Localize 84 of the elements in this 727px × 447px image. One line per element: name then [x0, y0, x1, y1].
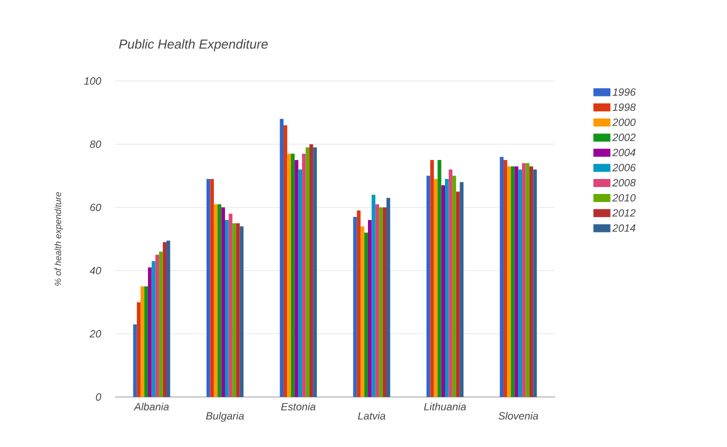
- bar: [452, 176, 456, 397]
- y-tick-label: 80: [90, 140, 102, 148]
- bar: [360, 226, 364, 397]
- legend-label: 1998: [612, 103, 636, 111]
- legend-label: 2004: [612, 148, 636, 156]
- bar: [313, 147, 317, 397]
- bar: [306, 147, 310, 397]
- x-tick-label: Latvia: [358, 412, 386, 420]
- bar: [507, 166, 511, 397]
- bar: [148, 267, 152, 397]
- bar: [206, 178, 210, 397]
- bar: [210, 178, 214, 397]
- bar: [448, 169, 452, 397]
- y-tick-label: 0: [96, 393, 102, 401]
- bar: [159, 252, 163, 397]
- y-tick-label: 60: [90, 204, 102, 212]
- bar: [500, 156, 504, 397]
- chart-title: Public Health Expenditure: [119, 39, 268, 52]
- bar: [294, 160, 298, 397]
- bar: [386, 198, 390, 397]
- legend-label: 2000: [612, 118, 636, 126]
- bar: [426, 176, 430, 397]
- bar: [298, 169, 302, 397]
- legend-label: 2010: [612, 194, 636, 202]
- bar: [284, 125, 288, 397]
- bar: [287, 154, 291, 397]
- bar: [364, 232, 368, 397]
- legend-label: 2006: [612, 164, 636, 172]
- bar: [356, 210, 361, 397]
- bar: [133, 324, 137, 397]
- bar: [228, 214, 232, 397]
- bar: [353, 216, 357, 397]
- x-tick-label: Lithuania: [424, 402, 466, 410]
- bar: [155, 254, 160, 397]
- bar: [526, 163, 530, 397]
- bar: [372, 194, 376, 397]
- bar: [309, 144, 314, 397]
- bar: [136, 302, 141, 397]
- bar: [430, 160, 434, 397]
- bar: [375, 204, 380, 397]
- bar: [214, 204, 218, 397]
- bar: [280, 118, 284, 397]
- bar: [382, 207, 386, 397]
- bar: [434, 178, 438, 397]
- bar: [438, 160, 442, 397]
- legend-label: 2002: [612, 134, 636, 142]
- legend-label: 2012: [612, 209, 636, 217]
- bar: [518, 169, 522, 397]
- bar: [533, 169, 537, 397]
- bar: [218, 204, 222, 397]
- bar: [456, 192, 460, 397]
- bar: [166, 240, 170, 397]
- legend-label: 2014: [612, 224, 636, 232]
- bar: [152, 261, 156, 397]
- bar: [302, 154, 306, 397]
- bar: [529, 166, 534, 397]
- bar: [221, 207, 226, 397]
- y-tick-label: 100: [84, 77, 102, 85]
- x-tick-label: Slovenia: [498, 412, 538, 420]
- bar: [514, 166, 518, 397]
- bar: [368, 220, 372, 397]
- bar: [162, 242, 166, 397]
- bar: [240, 226, 244, 397]
- x-tick-label: Estonia: [281, 402, 316, 410]
- y-axis-title: % of health expenditure: [54, 192, 63, 286]
- bar: [504, 160, 508, 397]
- bar: [225, 220, 229, 397]
- bar: [140, 286, 144, 397]
- bar: [510, 166, 515, 397]
- bar: [290, 154, 295, 397]
- bar: [379, 207, 383, 397]
- bar: [236, 223, 240, 397]
- bar: [522, 163, 526, 397]
- bar: [441, 185, 445, 397]
- x-tick-label: Bulgaria: [206, 412, 244, 422]
- y-tick-label: 20: [90, 330, 102, 338]
- legend-label: 1996: [612, 88, 636, 96]
- x-tick-label: Albania: [134, 402, 169, 410]
- bar: [232, 223, 236, 397]
- bar: [144, 286, 148, 397]
- legend-label: 2008: [612, 179, 636, 186]
- bar: [445, 178, 449, 397]
- bar: [460, 182, 464, 397]
- y-tick-label: 40: [90, 266, 102, 274]
